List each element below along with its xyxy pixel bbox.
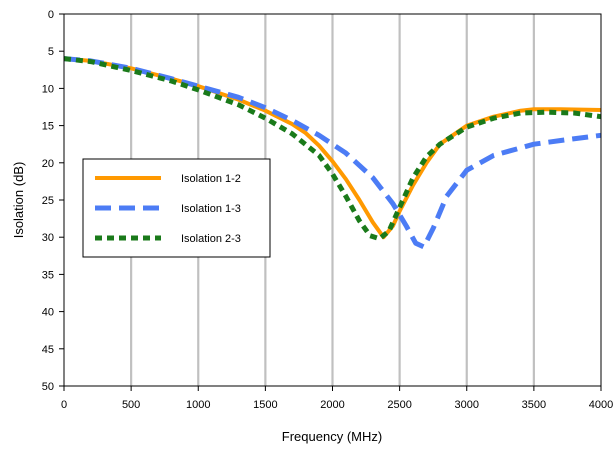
legend-label-1: Isolation 1-2 — [181, 173, 241, 185]
x-tick-label: 3000 — [455, 399, 479, 411]
y-tick-label: 0 — [48, 9, 54, 21]
y-tick-label: 25 — [42, 195, 54, 207]
series-line-2 — [63, 56, 602, 250]
y-tick-label: 35 — [42, 269, 54, 281]
y-tick-label: 15 — [42, 121, 54, 133]
x-tick-label: 0 — [61, 399, 67, 411]
y-tick-label: 20 — [42, 158, 54, 170]
y-tick-label: 40 — [42, 307, 54, 319]
y-tick-label: 50 — [42, 381, 54, 393]
series-line-3 — [63, 56, 602, 242]
y-tick-label: 5 — [48, 46, 54, 58]
y-axis-label: Isolation (dB) — [11, 162, 26, 239]
y-axis-ticks: 0 5 10 15 20 25 30 35 40 45 50 — [42, 9, 64, 393]
x-axis-label: Frequency (MHz) — [282, 429, 382, 444]
legend-box — [82, 158, 271, 258]
x-tick-label: 1500 — [253, 399, 277, 411]
x-axis-ticks: 0 500 1000 1500 2000 2500 3000 3500 4000 — [61, 386, 613, 411]
x-tick-label: 500 — [122, 399, 140, 411]
x-tick-label: 4000 — [589, 399, 613, 411]
legend: Isolation 1-2 Isolation 1-3 Isolation 2-3 — [82, 158, 271, 258]
x-tick-label: 1000 — [186, 399, 210, 411]
legend-items: Isolation 1-2 Isolation 1-3 Isolation 2-3 — [95, 173, 241, 245]
y-tick-label: 30 — [42, 232, 54, 244]
x-tick-label: 2000 — [320, 399, 344, 411]
y-tick-label: 10 — [42, 83, 54, 95]
legend-label-2: Isolation 1-3 — [181, 203, 241, 215]
series-lines — [63, 56, 602, 250]
y-tick-label: 45 — [42, 344, 54, 356]
x-tick-label: 3500 — [522, 399, 546, 411]
x-tick-label: 2500 — [387, 399, 411, 411]
legend-label-3: Isolation 2-3 — [181, 233, 241, 245]
